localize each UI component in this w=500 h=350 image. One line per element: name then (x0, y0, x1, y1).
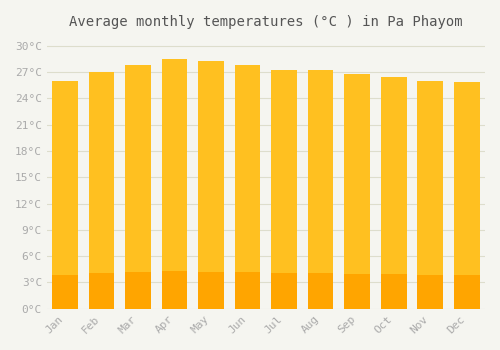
Bar (344, 74, 370, 309)
Bar (198, 61, 224, 309)
Title: Average monthly temperatures (°C ) in Pa Phayom: Average monthly temperatures (°C ) in Pa… (69, 15, 462, 29)
Bar (272, 273, 297, 309)
Bar (381, 274, 406, 309)
Bar (344, 273, 370, 309)
Bar (126, 65, 151, 309)
Bar (418, 275, 443, 309)
Bar (162, 271, 188, 309)
Bar (52, 81, 78, 309)
Bar (89, 273, 114, 309)
Bar (308, 273, 334, 309)
Bar (381, 77, 406, 309)
Bar (162, 59, 188, 309)
Bar (235, 65, 260, 309)
Bar (454, 275, 479, 309)
Bar (418, 81, 443, 309)
Bar (235, 272, 260, 309)
Bar (198, 272, 224, 309)
Bar (272, 70, 297, 309)
Bar (454, 82, 479, 309)
Bar (308, 70, 334, 309)
Bar (126, 272, 151, 309)
Bar (89, 72, 114, 309)
Bar (52, 275, 78, 309)
